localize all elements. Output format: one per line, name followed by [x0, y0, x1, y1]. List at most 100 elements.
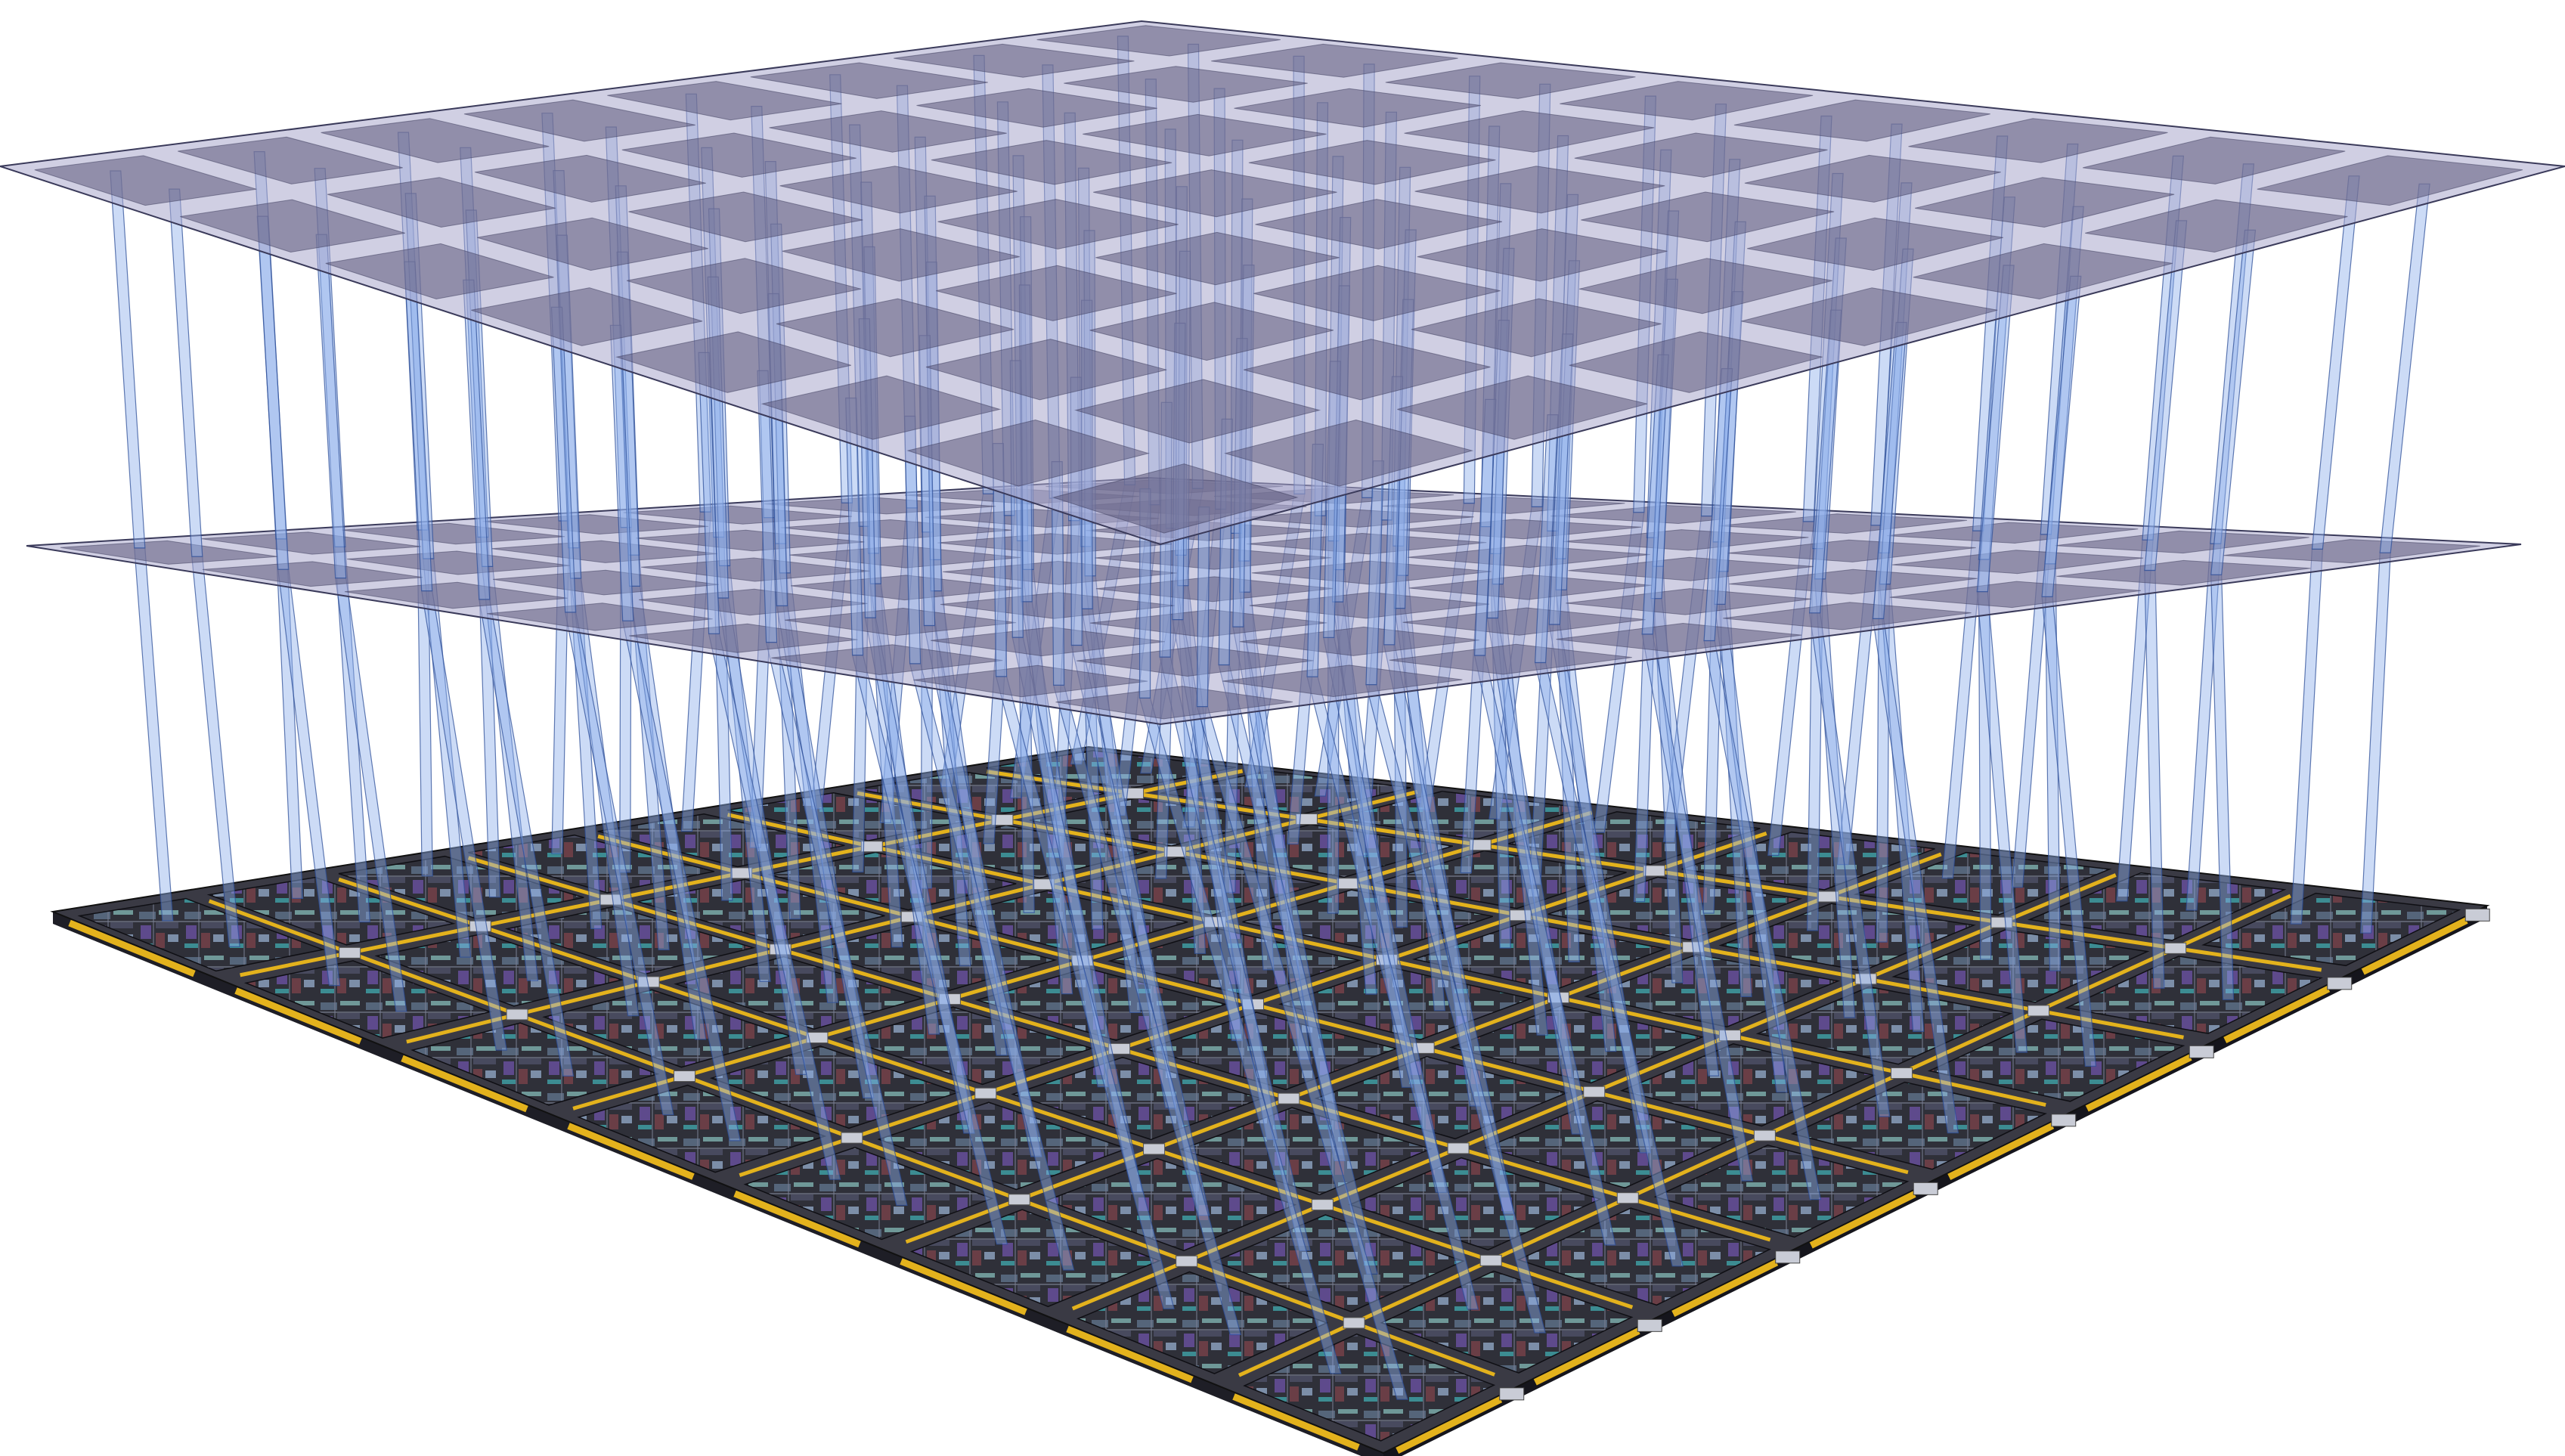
edge-connector — [1499, 1387, 1525, 1401]
middle-cell — [639, 588, 868, 616]
edge-bus-strip — [1809, 1191, 1916, 1249]
router-connector — [1343, 1317, 1365, 1329]
upper-pillar — [110, 170, 146, 549]
router-connector — [339, 946, 361, 959]
middle-cell — [791, 575, 1023, 601]
edge-bus-strip — [1533, 1327, 1640, 1386]
router-connector — [1890, 1067, 1913, 1080]
top-cell — [621, 132, 857, 178]
top-cell — [34, 155, 257, 206]
middle-cell — [931, 627, 1165, 657]
top-cell — [894, 43, 1135, 78]
upper-pillar — [2379, 183, 2430, 553]
top-cell — [1560, 81, 1814, 121]
top-cell — [1744, 154, 2001, 203]
middle-cell — [940, 592, 1175, 619]
middle-cell — [1568, 556, 1814, 581]
middle-cell — [482, 514, 709, 535]
top-cell — [1913, 243, 2173, 300]
edge-connector — [1775, 1250, 1801, 1264]
lower-pillar — [2359, 552, 2391, 934]
middle-cell — [1563, 529, 1809, 551]
processor-die — [410, 1022, 660, 1106]
router-connector — [1718, 1030, 1741, 1042]
top-cell — [1741, 287, 1998, 346]
top-cell — [1234, 88, 1481, 128]
top-cell — [321, 118, 550, 163]
middle-cell — [1889, 581, 2142, 609]
top-cell — [779, 166, 1018, 214]
router-connector — [1176, 1255, 1198, 1267]
edge-bus-strip — [2085, 1054, 2192, 1112]
top-cell — [1411, 298, 1662, 358]
router-connector — [1412, 1042, 1435, 1054]
top-cell — [761, 375, 1002, 440]
processor-die — [374, 933, 624, 1007]
edge-bus-strip — [1947, 1123, 2055, 1180]
top-cell — [1404, 110, 1655, 153]
edge-bus-strip — [567, 1123, 695, 1180]
top-cell — [471, 287, 703, 346]
top-cell — [1255, 199, 1503, 249]
processor-die — [768, 851, 1017, 911]
top-cell — [1243, 339, 1491, 401]
processor-die — [1278, 966, 1533, 1040]
edge-bus-strip — [1396, 1396, 1503, 1454]
middle-cell — [1891, 550, 2144, 575]
middle-cell — [1234, 508, 1474, 528]
processor-die — [1927, 1018, 2186, 1102]
upper-pillar — [256, 215, 290, 570]
top-cell — [937, 199, 1179, 249]
top-cell — [1093, 169, 1337, 218]
processor-die — [1584, 953, 1841, 1028]
processor-die — [1243, 1333, 1496, 1442]
top-cell — [1908, 118, 2168, 163]
top-cell — [1223, 419, 1474, 487]
processor-die — [1755, 986, 2013, 1065]
processor-die — [338, 855, 584, 920]
top-cell — [1569, 331, 1823, 393]
edge-bus-strip — [1232, 1393, 1360, 1451]
edge-connector — [2189, 1045, 2214, 1058]
router-connector — [1753, 1129, 1776, 1142]
router-connector — [1278, 1092, 1300, 1104]
router-connector — [806, 1032, 829, 1044]
middle-cell — [1729, 568, 1978, 595]
lower-pillar — [134, 547, 174, 922]
middle-cell — [1382, 496, 1625, 514]
router-connector — [1643, 865, 1665, 877]
edge-connector — [1913, 1182, 1938, 1195]
edge-bus-strip — [2223, 986, 2331, 1043]
top-cell — [750, 62, 988, 99]
top-cell — [2085, 199, 2348, 253]
top-cell — [615, 331, 851, 393]
router-connector — [1817, 891, 1839, 903]
processor-die — [805, 923, 1058, 992]
processor-die — [1516, 1207, 1771, 1306]
processor-die — [1314, 1055, 1569, 1140]
middle-cell — [1550, 504, 1796, 525]
processor-die — [1790, 1081, 2047, 1170]
edge-bus-strip — [733, 1190, 861, 1248]
middle-cell — [1723, 602, 1972, 630]
edge-connector — [2464, 908, 2490, 922]
router-connector — [730, 867, 753, 879]
edge-bus-strip — [1066, 1325, 1194, 1383]
middle-cell — [1556, 622, 1802, 653]
top-cell — [1052, 463, 1299, 534]
router-connector — [1032, 878, 1055, 891]
top-cell — [906, 419, 1150, 487]
processor-die — [77, 897, 325, 972]
top-cell — [769, 110, 1007, 153]
processor-die — [2201, 892, 2461, 967]
top-cell — [474, 154, 706, 203]
edge-bus-strip — [1671, 1259, 1779, 1317]
edge-bus-strip — [234, 987, 362, 1045]
router-connector — [1295, 813, 1318, 826]
router-connector — [506, 1008, 528, 1021]
processor-die — [1853, 851, 2112, 916]
top-cell — [1253, 265, 1501, 321]
top-cell — [1385, 62, 1636, 99]
processor-die — [1653, 1145, 1910, 1238]
